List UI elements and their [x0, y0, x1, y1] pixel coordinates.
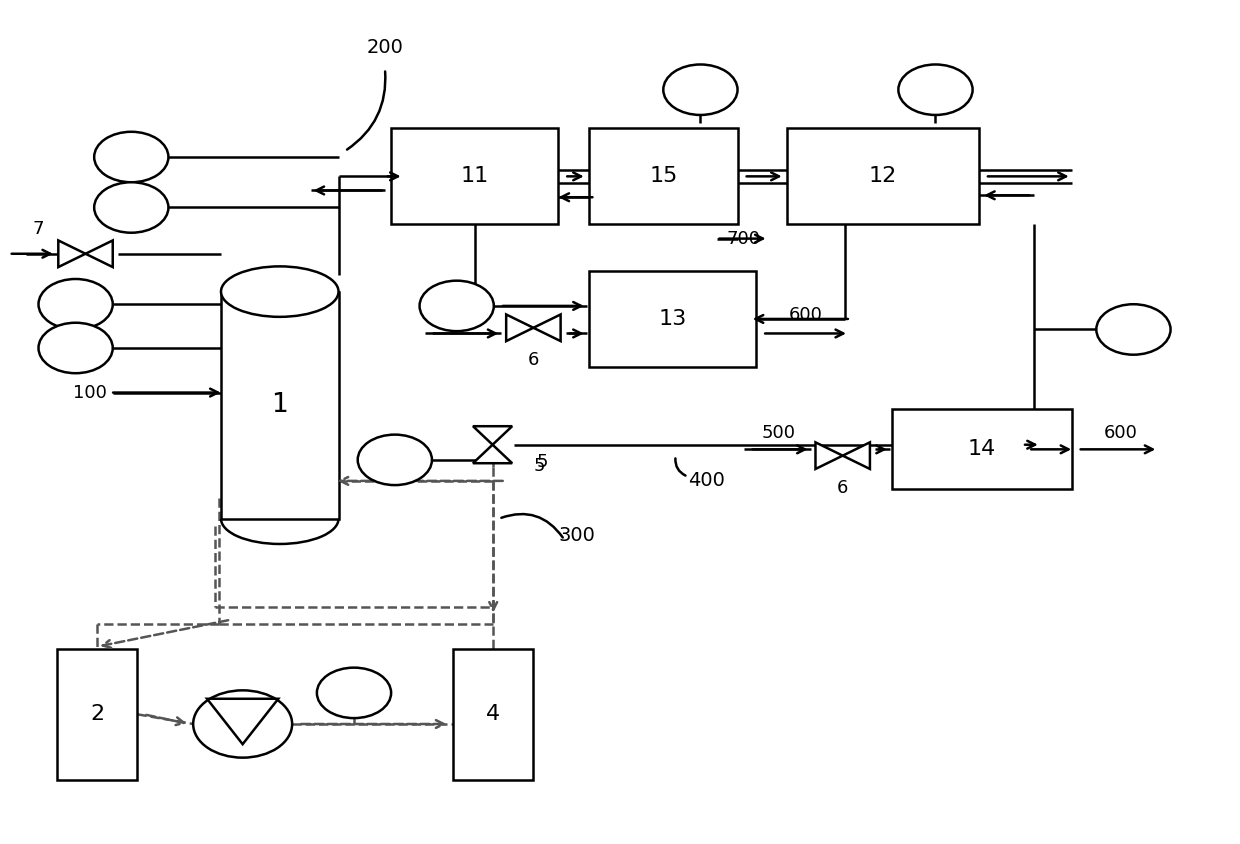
Circle shape [898, 64, 972, 115]
Polygon shape [58, 241, 86, 267]
Bar [391, 127, 558, 225]
Bar [453, 649, 533, 780]
Circle shape [357, 435, 432, 485]
Text: 14: 14 [967, 440, 996, 459]
Text: 11: 11 [460, 166, 489, 186]
Text: 13: 13 [658, 309, 687, 329]
Text: 6: 6 [837, 479, 848, 496]
Text: 5: 5 [537, 452, 548, 471]
Bar [787, 127, 978, 225]
Text: 1: 1 [272, 392, 288, 418]
Text: 2: 2 [91, 705, 104, 724]
Text: 24: 24 [64, 295, 87, 313]
Text: 7: 7 [32, 219, 45, 237]
Polygon shape [506, 315, 533, 341]
Bar [893, 409, 1071, 490]
Polygon shape [207, 699, 278, 744]
Polygon shape [86, 241, 113, 267]
Circle shape [663, 64, 738, 115]
Circle shape [94, 132, 169, 182]
Text: 200: 200 [367, 38, 403, 57]
Text: 600: 600 [1104, 424, 1138, 441]
Text: 41: 41 [120, 148, 143, 166]
Circle shape [38, 279, 113, 329]
Circle shape [193, 690, 293, 758]
Text: 500: 500 [761, 424, 795, 441]
Polygon shape [472, 445, 512, 463]
Circle shape [419, 281, 494, 331]
Text: 500: 500 [443, 306, 476, 324]
Text: 23: 23 [1122, 321, 1145, 338]
Bar [589, 127, 738, 225]
Text: 12: 12 [869, 166, 897, 186]
Polygon shape [472, 426, 512, 445]
Ellipse shape [221, 267, 339, 316]
Text: 4: 4 [486, 705, 500, 724]
Text: 300: 300 [558, 526, 595, 545]
Text: 400: 400 [688, 472, 725, 490]
Polygon shape [533, 315, 560, 341]
Circle shape [317, 668, 391, 718]
Text: 100: 100 [73, 383, 107, 402]
Text: 15: 15 [649, 166, 677, 186]
Bar [57, 649, 138, 780]
Text: 51: 51 [64, 339, 87, 357]
Bar [589, 271, 756, 367]
Text: 6: 6 [528, 351, 539, 369]
Text: 700: 700 [727, 230, 760, 247]
Text: 5: 5 [534, 457, 546, 474]
Text: 31: 31 [120, 198, 143, 217]
Circle shape [94, 182, 169, 233]
Text: 42: 42 [342, 684, 366, 702]
Text: 22: 22 [445, 297, 469, 315]
Text: 21: 21 [689, 81, 712, 99]
Circle shape [1096, 304, 1171, 354]
Text: 32: 32 [924, 81, 947, 99]
Text: 25: 25 [383, 451, 407, 469]
Polygon shape [816, 442, 843, 469]
Bar [221, 292, 339, 519]
Circle shape [38, 322, 113, 373]
Text: 600: 600 [789, 306, 822, 324]
Polygon shape [843, 442, 870, 469]
